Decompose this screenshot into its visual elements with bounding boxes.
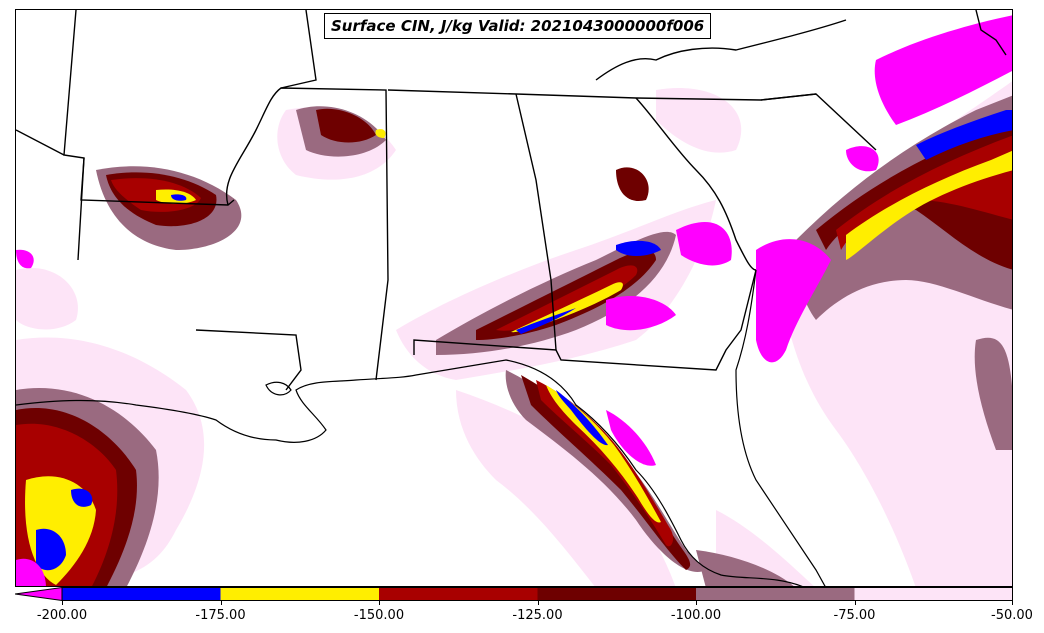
colorbar-bin: [62, 587, 221, 601]
colorbar-tick-mark: [1012, 601, 1013, 605]
map-panel: [15, 9, 1013, 587]
coastline: [16, 269, 826, 586]
colorbar-tick-mark: [537, 601, 539, 605]
colorbar-tick-label: -200.00: [36, 608, 88, 623]
colorbar-tick-label: -125.00: [512, 608, 563, 623]
colorbar-tick-label: -100.00: [670, 608, 722, 623]
cin-band-blue: [36, 110, 1012, 571]
colorbar-bin: [854, 587, 1013, 601]
cin-band-magenta: [16, 15, 1012, 586]
colorbar-under-extend: [15, 587, 63, 601]
colorbar-bin: [537, 587, 696, 601]
colorbar-tick-mark: [379, 601, 380, 605]
colorbar-tick-label: -150.00: [353, 608, 405, 623]
colorbar-outline: [61, 587, 1013, 601]
colorbar-tick-label: -175.00: [195, 608, 246, 623]
map-title: Surface CIN, J/kg Valid: 2021043000000f0…: [324, 13, 712, 39]
colorbar-bin: [379, 587, 538, 601]
colorbar-tick-mark: [220, 601, 222, 605]
colorbar-tick-mark: [62, 601, 63, 605]
state-boundaries: [16, 10, 1007, 391]
colorbar-tick-label: -75.00: [833, 608, 876, 623]
colorbar-tick-mark: [696, 601, 697, 605]
colorbar: [15, 587, 1013, 601]
cin-contour-map: [16, 10, 1012, 586]
colorbar-bin: [220, 587, 379, 601]
colorbar-tick-mark: [854, 601, 856, 605]
colorbar-bin: [696, 587, 855, 601]
colorbar-tick-label: -50.00: [991, 608, 1033, 623]
